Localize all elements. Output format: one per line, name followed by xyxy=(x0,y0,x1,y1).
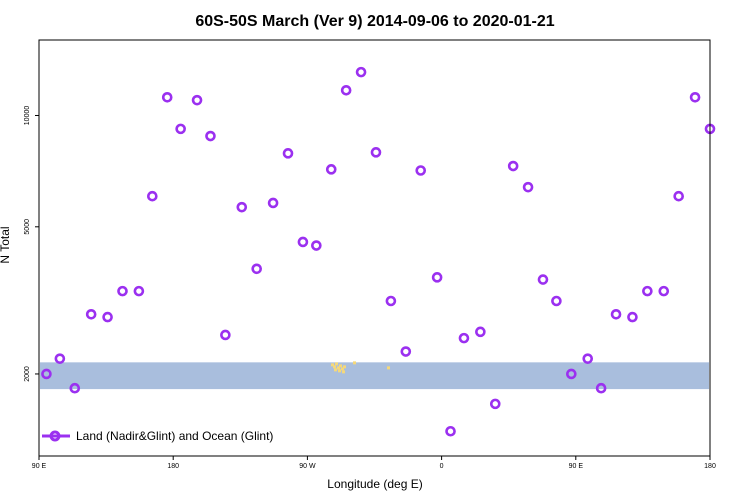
data-point xyxy=(69,382,81,394)
land-speck xyxy=(342,370,345,374)
y-axis-label: N Total xyxy=(0,226,12,263)
data-point xyxy=(267,197,279,209)
data-point xyxy=(355,66,367,78)
data-point xyxy=(400,346,412,357)
data-point xyxy=(325,164,337,175)
band-layer xyxy=(40,361,709,390)
data-point xyxy=(220,329,231,341)
data-point xyxy=(689,91,701,103)
x-tick-label: 180 xyxy=(704,463,716,470)
chart-title: 60S-50S March (Ver 9) 2014-09-06 to 2020… xyxy=(195,13,554,30)
land-speck xyxy=(335,362,338,366)
data-point xyxy=(236,201,248,213)
x-tick-label: 90 W xyxy=(299,463,316,470)
data-point xyxy=(102,311,113,323)
data-point xyxy=(658,285,670,297)
data-point xyxy=(147,190,158,202)
data-point xyxy=(41,368,52,380)
data-point xyxy=(595,382,607,394)
data-point xyxy=(507,160,519,172)
data-point xyxy=(610,308,622,320)
land-speck xyxy=(353,361,356,365)
land-speck xyxy=(339,364,342,368)
land-speck xyxy=(331,363,334,367)
plot-frame xyxy=(38,39,711,457)
data-point xyxy=(117,285,128,297)
data-point xyxy=(133,285,145,297)
x-tick-label: 180 xyxy=(167,463,179,470)
land-speck xyxy=(334,368,337,372)
ocean-band xyxy=(40,362,709,390)
legend-label: Land (Nadir&Glint) and Ocean (Glint) xyxy=(76,429,273,443)
y-tick-label: 2000 xyxy=(24,366,31,382)
land-speck xyxy=(338,369,341,373)
data-point xyxy=(161,91,173,103)
points-layer xyxy=(41,66,716,437)
data-point xyxy=(445,425,456,437)
land-speck xyxy=(337,366,340,370)
legend: Land (Nadir&Glint) and Ocean (Glint) xyxy=(42,429,273,443)
data-point xyxy=(537,274,549,285)
data-point xyxy=(85,308,97,320)
data-point xyxy=(385,295,397,307)
data-point xyxy=(522,181,534,193)
data-point xyxy=(489,398,501,410)
data-point xyxy=(340,84,352,96)
x-tick-label: 0 xyxy=(440,463,444,470)
x-tick-label: 90 E xyxy=(32,463,47,470)
data-point xyxy=(251,263,263,275)
data-point xyxy=(431,272,443,283)
data-point xyxy=(642,285,653,297)
legend-marker xyxy=(49,430,61,442)
data-point xyxy=(475,326,486,338)
data-point xyxy=(551,295,562,307)
data-point xyxy=(297,236,309,248)
x-tick-label: 90 E xyxy=(569,463,584,470)
data-point xyxy=(673,190,684,202)
data-point xyxy=(458,332,470,344)
data-point xyxy=(627,311,638,323)
land-speck xyxy=(341,367,344,371)
data-point xyxy=(205,130,216,142)
data-point xyxy=(282,148,294,159)
y-tick-label: 10000 xyxy=(24,106,31,126)
data-point xyxy=(175,123,186,135)
data-point xyxy=(311,240,322,251)
land-speck xyxy=(343,365,346,369)
data-point xyxy=(566,368,577,380)
data-point xyxy=(582,353,594,364)
y-tick-label: 5000 xyxy=(24,219,31,235)
land-speck xyxy=(387,366,390,370)
x-axis-label: Longitude (deg E) xyxy=(327,477,422,491)
data-point xyxy=(415,165,427,176)
land-speck xyxy=(333,365,336,369)
data-point xyxy=(370,147,382,158)
axes-layer: 90 E 180 90 W 0 90 E 180 2000 5000 10000 xyxy=(24,39,716,470)
data-point xyxy=(54,353,66,364)
data-point xyxy=(191,94,203,106)
